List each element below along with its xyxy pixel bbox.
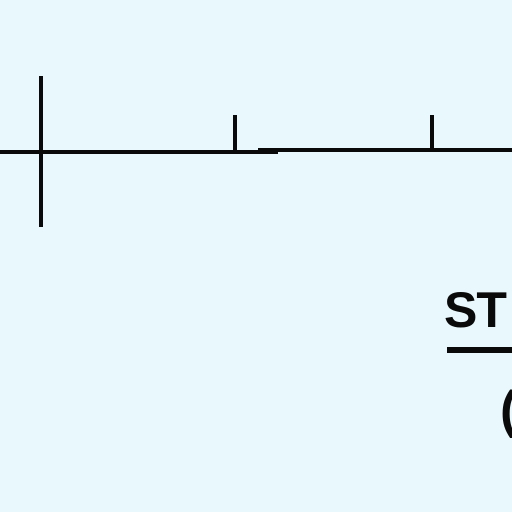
subtitle-label: ( — [500, 380, 512, 440]
title-label: ST — [444, 282, 507, 338]
